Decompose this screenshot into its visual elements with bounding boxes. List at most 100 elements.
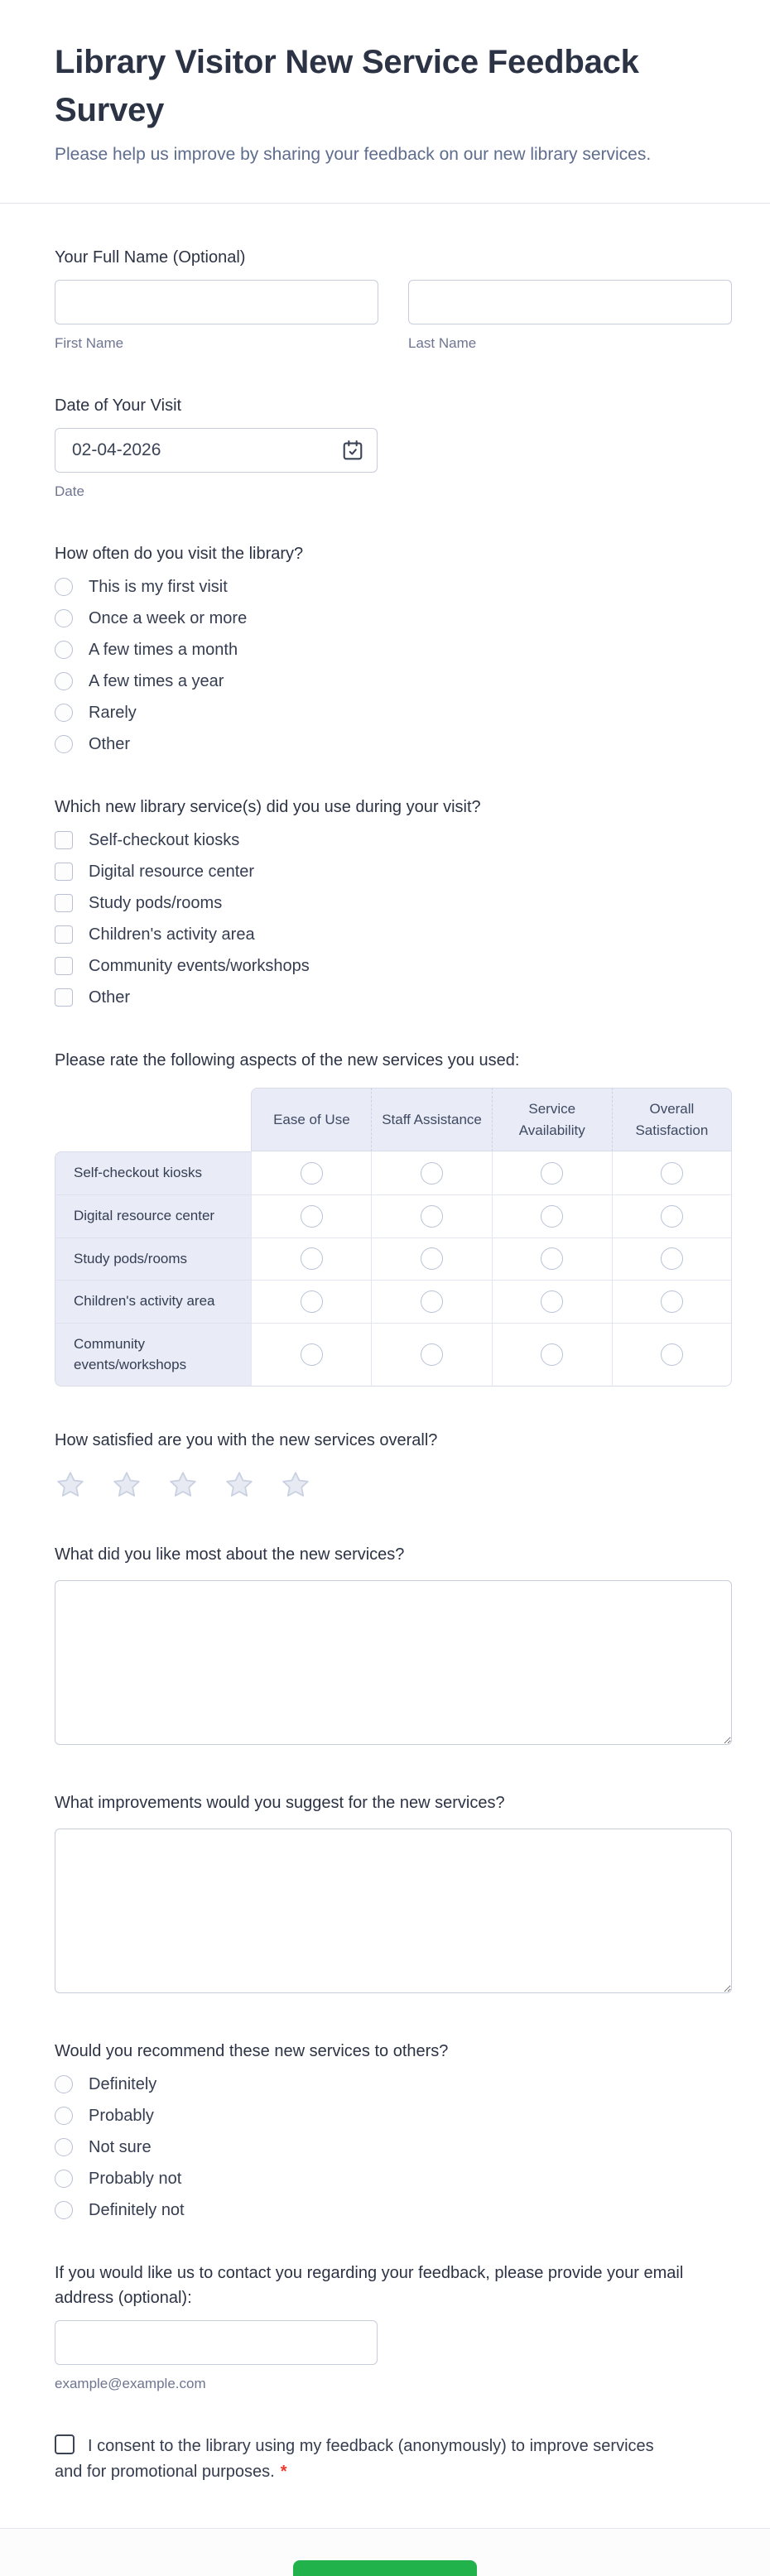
matrix-cell — [611, 1323, 732, 1387]
matrix-radio[interactable] — [421, 1161, 444, 1185]
radio-icon[interactable] — [55, 641, 73, 660]
matrix-radio[interactable] — [541, 1161, 564, 1185]
matrix-radio[interactable] — [421, 1247, 444, 1271]
contact-email-label: If you would like us to contact you rega… — [55, 2264, 684, 2308]
rating-matrix-label: Please rate the following aspects of the… — [55, 1051, 520, 1070]
matrix-radio[interactable] — [660, 1343, 683, 1367]
option-label: Study pods/rooms — [89, 894, 223, 913]
services-used-label: Which new library service(s) did you use… — [55, 798, 481, 817]
matrix-radio[interactable] — [421, 1343, 444, 1367]
matrix-radio[interactable] — [421, 1290, 444, 1314]
matrix-radio[interactable] — [660, 1247, 683, 1271]
question-recommend: Would you recommend these new services t… — [55, 2039, 732, 2220]
question-full-name: Your Full Name (Optional) First Name Las… — [55, 245, 732, 352]
matrix-row-digital-resource: Digital resource center — [55, 1195, 732, 1238]
checkbox-icon[interactable] — [55, 894, 73, 913]
service-option-childrens-area[interactable]: Children's activity area — [55, 925, 732, 944]
visit-date-label: Date of Your Visit — [55, 396, 182, 416]
radio-icon[interactable] — [55, 672, 73, 691]
frequency-option-rarely[interactable]: Rarely — [55, 704, 732, 723]
matrix-radio[interactable] — [541, 1343, 564, 1367]
service-option-other[interactable]: Other — [55, 988, 732, 1007]
radio-icon[interactable] — [55, 609, 73, 628]
matrix-row-label: Children's activity area — [55, 1281, 252, 1324]
frequency-option-few-times-year[interactable]: A few times a year — [55, 672, 732, 691]
matrix-cell — [371, 1151, 492, 1196]
matrix-cell — [611, 1151, 732, 1196]
matrix-col-staff-assistance: Staff Assistance — [371, 1088, 492, 1152]
radio-icon[interactable] — [55, 2201, 73, 2220]
star-icon[interactable] — [224, 1469, 255, 1501]
email-input[interactable] — [55, 2320, 378, 2366]
radio-icon[interactable] — [55, 2075, 73, 2094]
matrix-radio[interactable] — [660, 1161, 683, 1185]
matrix-radio[interactable] — [300, 1204, 323, 1228]
matrix-cell — [371, 1238, 492, 1281]
star-icon[interactable] — [280, 1469, 311, 1501]
matrix-radio[interactable] — [300, 1290, 323, 1314]
visit-frequency-label: How often do you visit the library? — [55, 545, 304, 564]
radio-icon[interactable] — [55, 735, 73, 754]
matrix-cell — [491, 1195, 612, 1238]
matrix-row-self-checkout: Self-checkout kiosks — [55, 1151, 732, 1196]
matrix-radio[interactable] — [541, 1204, 564, 1228]
calendar-check-icon[interactable] — [341, 439, 364, 462]
matrix-radio[interactable] — [300, 1161, 323, 1185]
service-option-study-pods[interactable]: Study pods/rooms — [55, 894, 732, 913]
improvements-textarea[interactable] — [55, 1829, 732, 1994]
first-name-input[interactable] — [55, 280, 378, 325]
last-name-sublabel: Last Name — [408, 335, 477, 352]
recommend-option-not-sure[interactable]: Not sure — [55, 2138, 732, 2157]
radio-icon[interactable] — [55, 2107, 73, 2126]
option-label: Not sure — [89, 2138, 152, 2157]
liked-most-textarea[interactable] — [55, 1580, 732, 1746]
option-label: Rarely — [89, 704, 137, 723]
service-option-self-checkout[interactable]: Self-checkout kiosks — [55, 831, 732, 850]
consent-label: I consent to the library using my feedba… — [55, 2437, 654, 2482]
matrix-radio[interactable] — [421, 1204, 444, 1228]
checkbox-icon[interactable] — [55, 863, 73, 882]
matrix-radio[interactable] — [541, 1290, 564, 1314]
star-icon[interactable] — [111, 1469, 142, 1501]
star-icon[interactable] — [167, 1469, 199, 1501]
option-label: Definitely — [89, 2075, 157, 2094]
matrix-radio[interactable] — [660, 1204, 683, 1228]
matrix-cell — [371, 1195, 492, 1238]
radio-icon[interactable] — [55, 2138, 73, 2157]
matrix-radio[interactable] — [300, 1343, 323, 1367]
frequency-option-once-a-week[interactable]: Once a week or more — [55, 609, 732, 628]
checkbox-icon[interactable] — [55, 831, 73, 850]
rating-matrix-table: Ease of Use Staff Assistance Service Ava… — [55, 1088, 732, 1387]
recommend-option-definitely-not[interactable]: Definitely not — [55, 2201, 732, 2220]
matrix-cell — [611, 1195, 732, 1238]
star-icon[interactable] — [55, 1469, 86, 1501]
checkbox-icon[interactable] — [55, 988, 73, 1007]
radio-icon[interactable] — [55, 578, 73, 597]
question-rating-matrix: Please rate the following aspects of the… — [55, 1048, 732, 1387]
matrix-cell — [251, 1281, 372, 1324]
last-name-input[interactable] — [408, 280, 732, 325]
checkbox-icon[interactable] — [55, 957, 73, 976]
matrix-radio[interactable] — [660, 1290, 683, 1314]
checkbox-icon[interactable] — [55, 925, 73, 944]
submit-feedback-button[interactable]: Submit Feedback — [293, 2560, 477, 2576]
email-sublabel: example@example.com — [55, 2376, 206, 2392]
visit-date-input[interactable] — [55, 428, 378, 473]
recommend-option-definitely[interactable]: Definitely — [55, 2075, 732, 2094]
frequency-option-other[interactable]: Other — [55, 735, 732, 754]
service-option-digital-resource[interactable]: Digital resource center — [55, 863, 732, 882]
frequency-option-first-visit[interactable]: This is my first visit — [55, 578, 732, 597]
matrix-cell — [491, 1238, 612, 1281]
service-option-community-events[interactable]: Community events/workshops — [55, 957, 732, 976]
matrix-radio[interactable] — [300, 1247, 323, 1271]
matrix-cell — [371, 1281, 492, 1324]
radio-icon[interactable] — [55, 2170, 73, 2189]
option-label: Digital resource center — [89, 863, 255, 882]
recommend-option-probably[interactable]: Probably — [55, 2107, 732, 2126]
matrix-radio[interactable] — [541, 1247, 564, 1271]
recommend-option-probably-not[interactable]: Probably not — [55, 2170, 732, 2189]
consent-checkbox[interactable] — [55, 2434, 75, 2455]
radio-icon[interactable] — [55, 704, 73, 723]
question-visit-frequency: How often do you visit the library? This… — [55, 541, 732, 754]
frequency-option-few-times-month[interactable]: A few times a month — [55, 641, 732, 660]
